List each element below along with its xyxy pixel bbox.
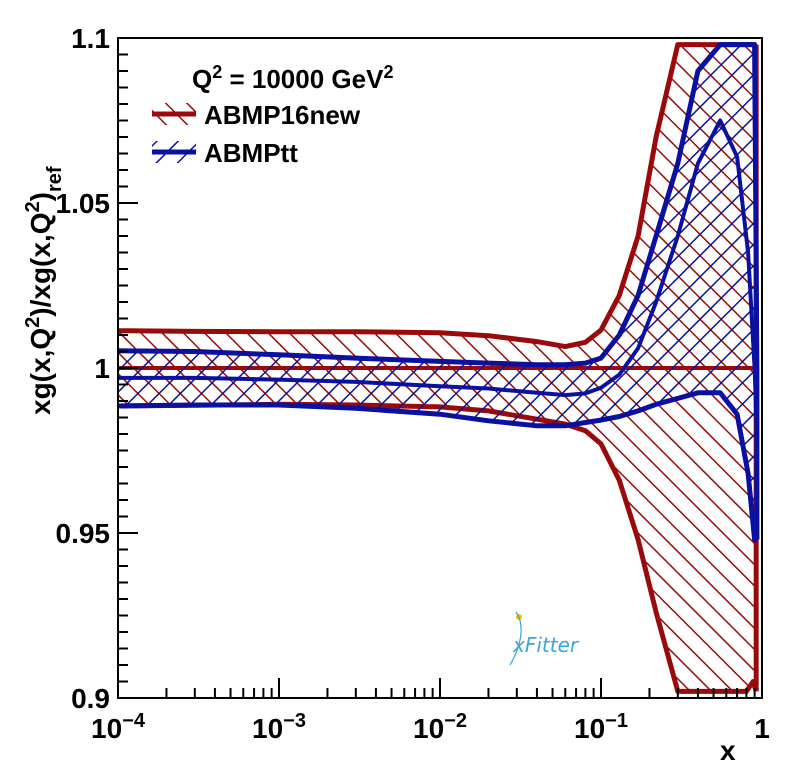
q2-annotation: Q2 = 10000 GeV2 (192, 62, 393, 94)
y-axis-ticks (118, 37, 138, 699)
y-tick-label: 0.95 (56, 518, 111, 549)
x-axis-label: x (720, 735, 736, 766)
y-tick-label: 1.1 (71, 23, 110, 54)
bands-layer (118, 42, 760, 694)
xfitter-logo: xFitter (509, 611, 580, 666)
band-abmptt (118, 44, 757, 540)
y-tick-label: 0.9 (71, 683, 110, 714)
legend-entry-abmp16new: ABMP16new (152, 100, 361, 130)
legend: ABMP16new ABMPtt (152, 100, 361, 168)
central-line-abmptt (118, 118, 759, 435)
logo-swoosh (509, 611, 522, 666)
x-tick-label: 1 (754, 713, 770, 744)
legend-label-abmp16new: ABMP16new (204, 100, 361, 130)
x-axis-tick-labels: 10−4 10−3 10−2 10−1 1 (91, 710, 770, 744)
legend-label-abmptt: ABMPtt (204, 138, 298, 168)
x-axis-ticks (117, 678, 763, 698)
lower-edge-abmptt (118, 390, 758, 543)
x-tick-label: 10−4 (91, 710, 146, 744)
y-tick-label: 1 (94, 353, 110, 384)
legend-entry-abmptt: ABMPtt (152, 138, 298, 168)
x-tick-label: 10−1 (574, 710, 628, 744)
y-tick-label: 1.05 (56, 188, 111, 219)
x-tick-label: 10−3 (252, 710, 306, 744)
y-axis-tick-labels: 0.9 0.95 1 1.05 1.1 (56, 23, 111, 714)
logo-text: xFitter (512, 633, 580, 657)
x-tick-label: 10−2 (413, 710, 467, 744)
upper-edge-abmptt (118, 42, 760, 369)
